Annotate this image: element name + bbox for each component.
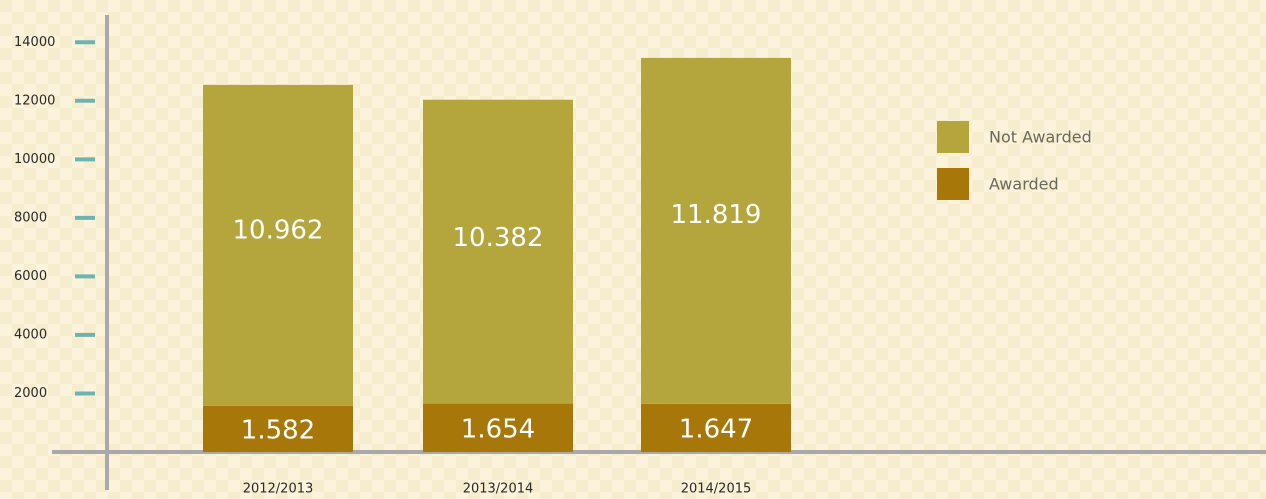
bar-segment: [423, 99, 573, 404]
value-label: 1.582: [241, 415, 315, 445]
legend-label: Awarded: [989, 175, 1059, 194]
bar-segment: [641, 57, 791, 404]
y-tick-label: 2000: [14, 386, 47, 401]
y-tick-label: 6000: [14, 269, 47, 284]
y-tick-label: 14000: [14, 35, 55, 50]
value-label: 10.382: [453, 223, 544, 253]
bar-segment: [203, 405, 353, 452]
x-tick-label: 2013/2014: [463, 482, 534, 497]
x-tick-label: 2012/2013: [243, 482, 314, 497]
bar-segment: [641, 403, 791, 452]
legend-swatch: [937, 121, 969, 153]
bar-segment: [423, 403, 573, 452]
y-tick-label: 4000: [14, 327, 47, 342]
legend-swatch: [937, 168, 969, 200]
bar-segment: [203, 84, 353, 406]
y-tick-label: 10000: [14, 152, 55, 167]
y-tick-label: 12000: [14, 93, 55, 108]
value-label: 10.962: [233, 216, 324, 246]
value-label: 1.654: [461, 414, 535, 444]
x-tick-label: 2014/2015: [681, 482, 752, 497]
legend-label: Not Awarded: [989, 128, 1092, 147]
value-label: 1.647: [679, 414, 753, 444]
y-tick-label: 8000: [14, 210, 47, 225]
value-label: 11.819: [671, 200, 762, 230]
